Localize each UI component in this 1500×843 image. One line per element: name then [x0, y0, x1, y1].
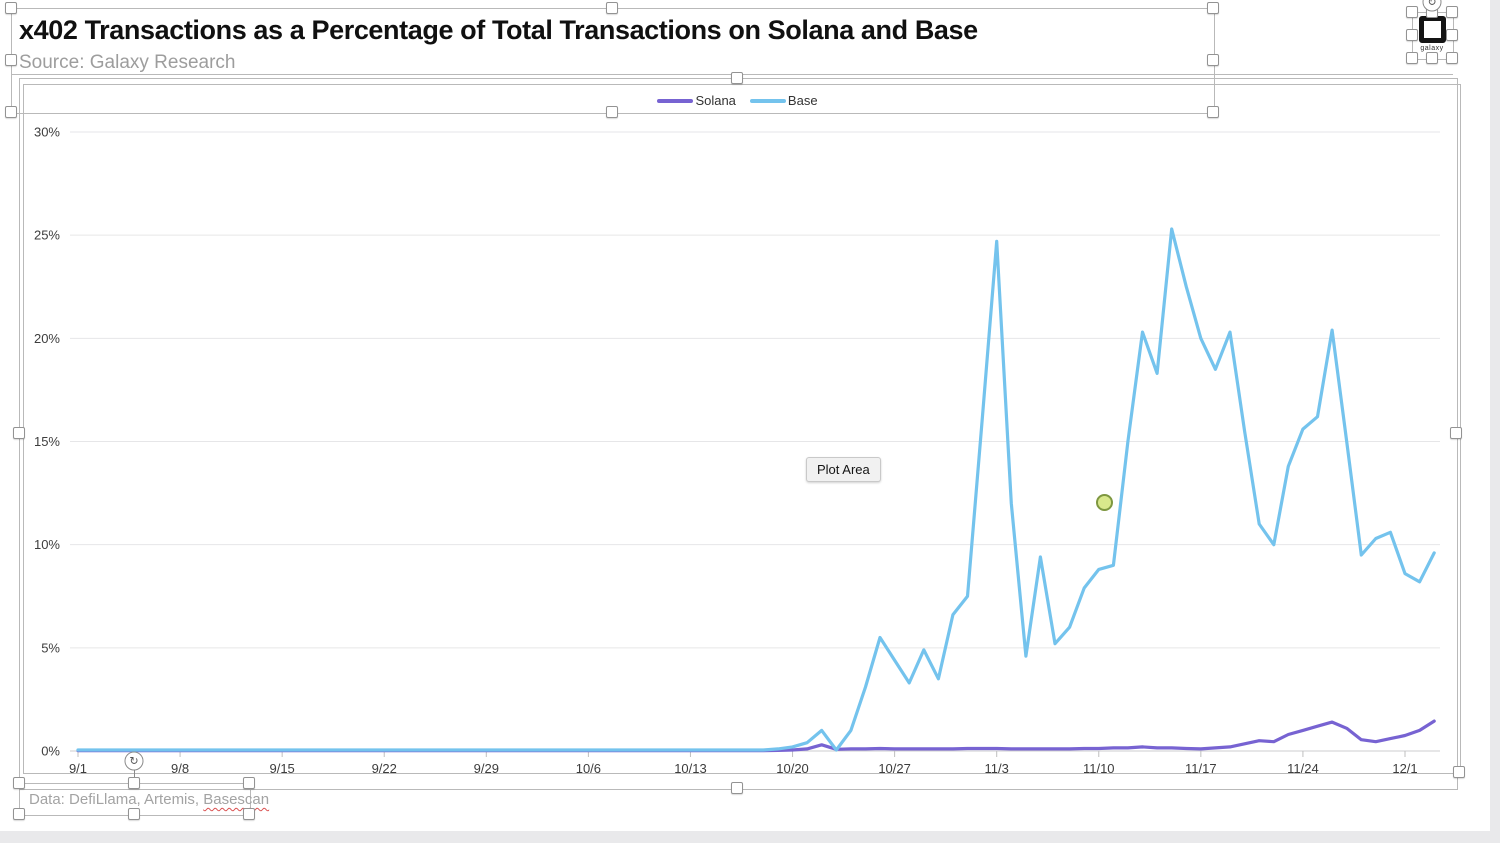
selection-handle[interactable]	[1453, 766, 1465, 778]
selection-handle[interactable]	[731, 782, 743, 794]
selection-handle[interactable]	[1446, 29, 1458, 41]
selection-handle[interactable]	[13, 777, 25, 789]
document-canvas: 0% 5% 10% 15% 20% 25% 30% 9/1 9/8 9/15 9/22 9/29 10/…	[0, 0, 1490, 831]
x-axis-label: 9/15	[269, 761, 294, 776]
selection-handle[interactable]	[606, 106, 618, 118]
selection-handle[interactable]	[1207, 106, 1219, 118]
x-axis-label: 10/27	[878, 761, 911, 776]
selection-handle[interactable]	[13, 427, 25, 439]
line-chart: 0% 5% 10% 15% 20% 25% 30% 9/1 9/8 9/15 9/22 9/29 10/…	[34, 125, 1440, 776]
rotation-handle-stem	[134, 769, 135, 783]
selection-handle[interactable]	[128, 777, 140, 789]
selection-handle[interactable]	[1207, 54, 1219, 66]
selection-handle[interactable]	[5, 2, 17, 14]
y-axis-label: 30%	[34, 125, 60, 140]
y-axis-label: 25%	[34, 228, 60, 243]
legend-label: Solana	[695, 93, 736, 108]
selection-handle[interactable]	[606, 2, 618, 14]
legend-label: Base	[787, 93, 818, 108]
selection-handle[interactable]	[5, 106, 17, 118]
legend-swatch-base	[749, 98, 786, 103]
selection-handle[interactable]	[731, 72, 743, 84]
galaxy-logo-icon[interactable]	[1419, 16, 1446, 43]
selection-handle[interactable]	[5, 54, 17, 66]
x-axis-label: 9/8	[171, 761, 189, 776]
series-line-solana[interactable]	[76, 719, 1436, 753]
y-axis-label: 10%	[34, 537, 60, 552]
plot-area-tooltip: Plot Area	[806, 457, 881, 482]
data-source-note[interactable]: Data: DefiLlama, Artemis, Basescan	[29, 791, 269, 808]
data-source-text: Data: DefiLlama, Artemis,	[29, 791, 204, 808]
x-axis-label: 10/20	[776, 761, 809, 776]
chart-subtitle[interactable]: Source: Galaxy Research	[19, 52, 236, 73]
y-axis-label: 20%	[34, 331, 60, 346]
data-source-flagged-word: Basescan	[203, 791, 270, 808]
x-axis-label: 11/24	[1287, 761, 1319, 776]
selection-handle[interactable]	[1446, 52, 1458, 64]
chart-title[interactable]: x402 Transactions as a Percentage of Tot…	[19, 15, 978, 45]
y-axis-label: 0%	[41, 744, 60, 759]
selection-handle[interactable]	[1207, 2, 1219, 14]
x-axis-label: 12/1	[1392, 761, 1417, 776]
selection-handle[interactable]	[1406, 52, 1418, 64]
x-axis-label: 9/1	[69, 761, 87, 776]
selection-handle[interactable]	[1406, 6, 1418, 18]
legend-swatch-solana	[657, 98, 694, 103]
x-axis-label: 10/6	[576, 761, 601, 776]
highlight-point-marker[interactable]	[1096, 494, 1113, 511]
chart-legend[interactable]: Solana Base	[0, 93, 1475, 108]
x-axis-label: 10/13	[674, 761, 707, 776]
selection-handle[interactable]	[128, 808, 140, 820]
y-axis-label: 15%	[34, 434, 60, 449]
legend-item-solana[interactable]: Solana	[657, 93, 736, 108]
selection-handle[interactable]	[13, 808, 25, 820]
rotation-handle-icon[interactable]: ↻	[124, 751, 144, 771]
selection-handle[interactable]	[243, 777, 255, 789]
selection-handle[interactable]	[1446, 6, 1458, 18]
x-axis-label: 9/29	[474, 761, 499, 776]
x-axis-label: 11/10	[1083, 761, 1115, 776]
x-axis-label: 11/3	[985, 761, 1009, 776]
selection-handle[interactable]	[1450, 427, 1462, 439]
selection-handle[interactable]	[243, 808, 255, 820]
y-axis-label: 5%	[41, 640, 60, 655]
selection-handle[interactable]	[1406, 29, 1418, 41]
x-axis-label: 9/22	[372, 761, 397, 776]
legend-item-base[interactable]: Base	[749, 93, 818, 108]
galaxy-logo-label: galaxy	[1420, 45, 1444, 52]
x-axis-label: 11/17	[1185, 761, 1217, 776]
selection-handle[interactable]	[1426, 52, 1438, 64]
series-line-base[interactable]	[76, 227, 1436, 752]
